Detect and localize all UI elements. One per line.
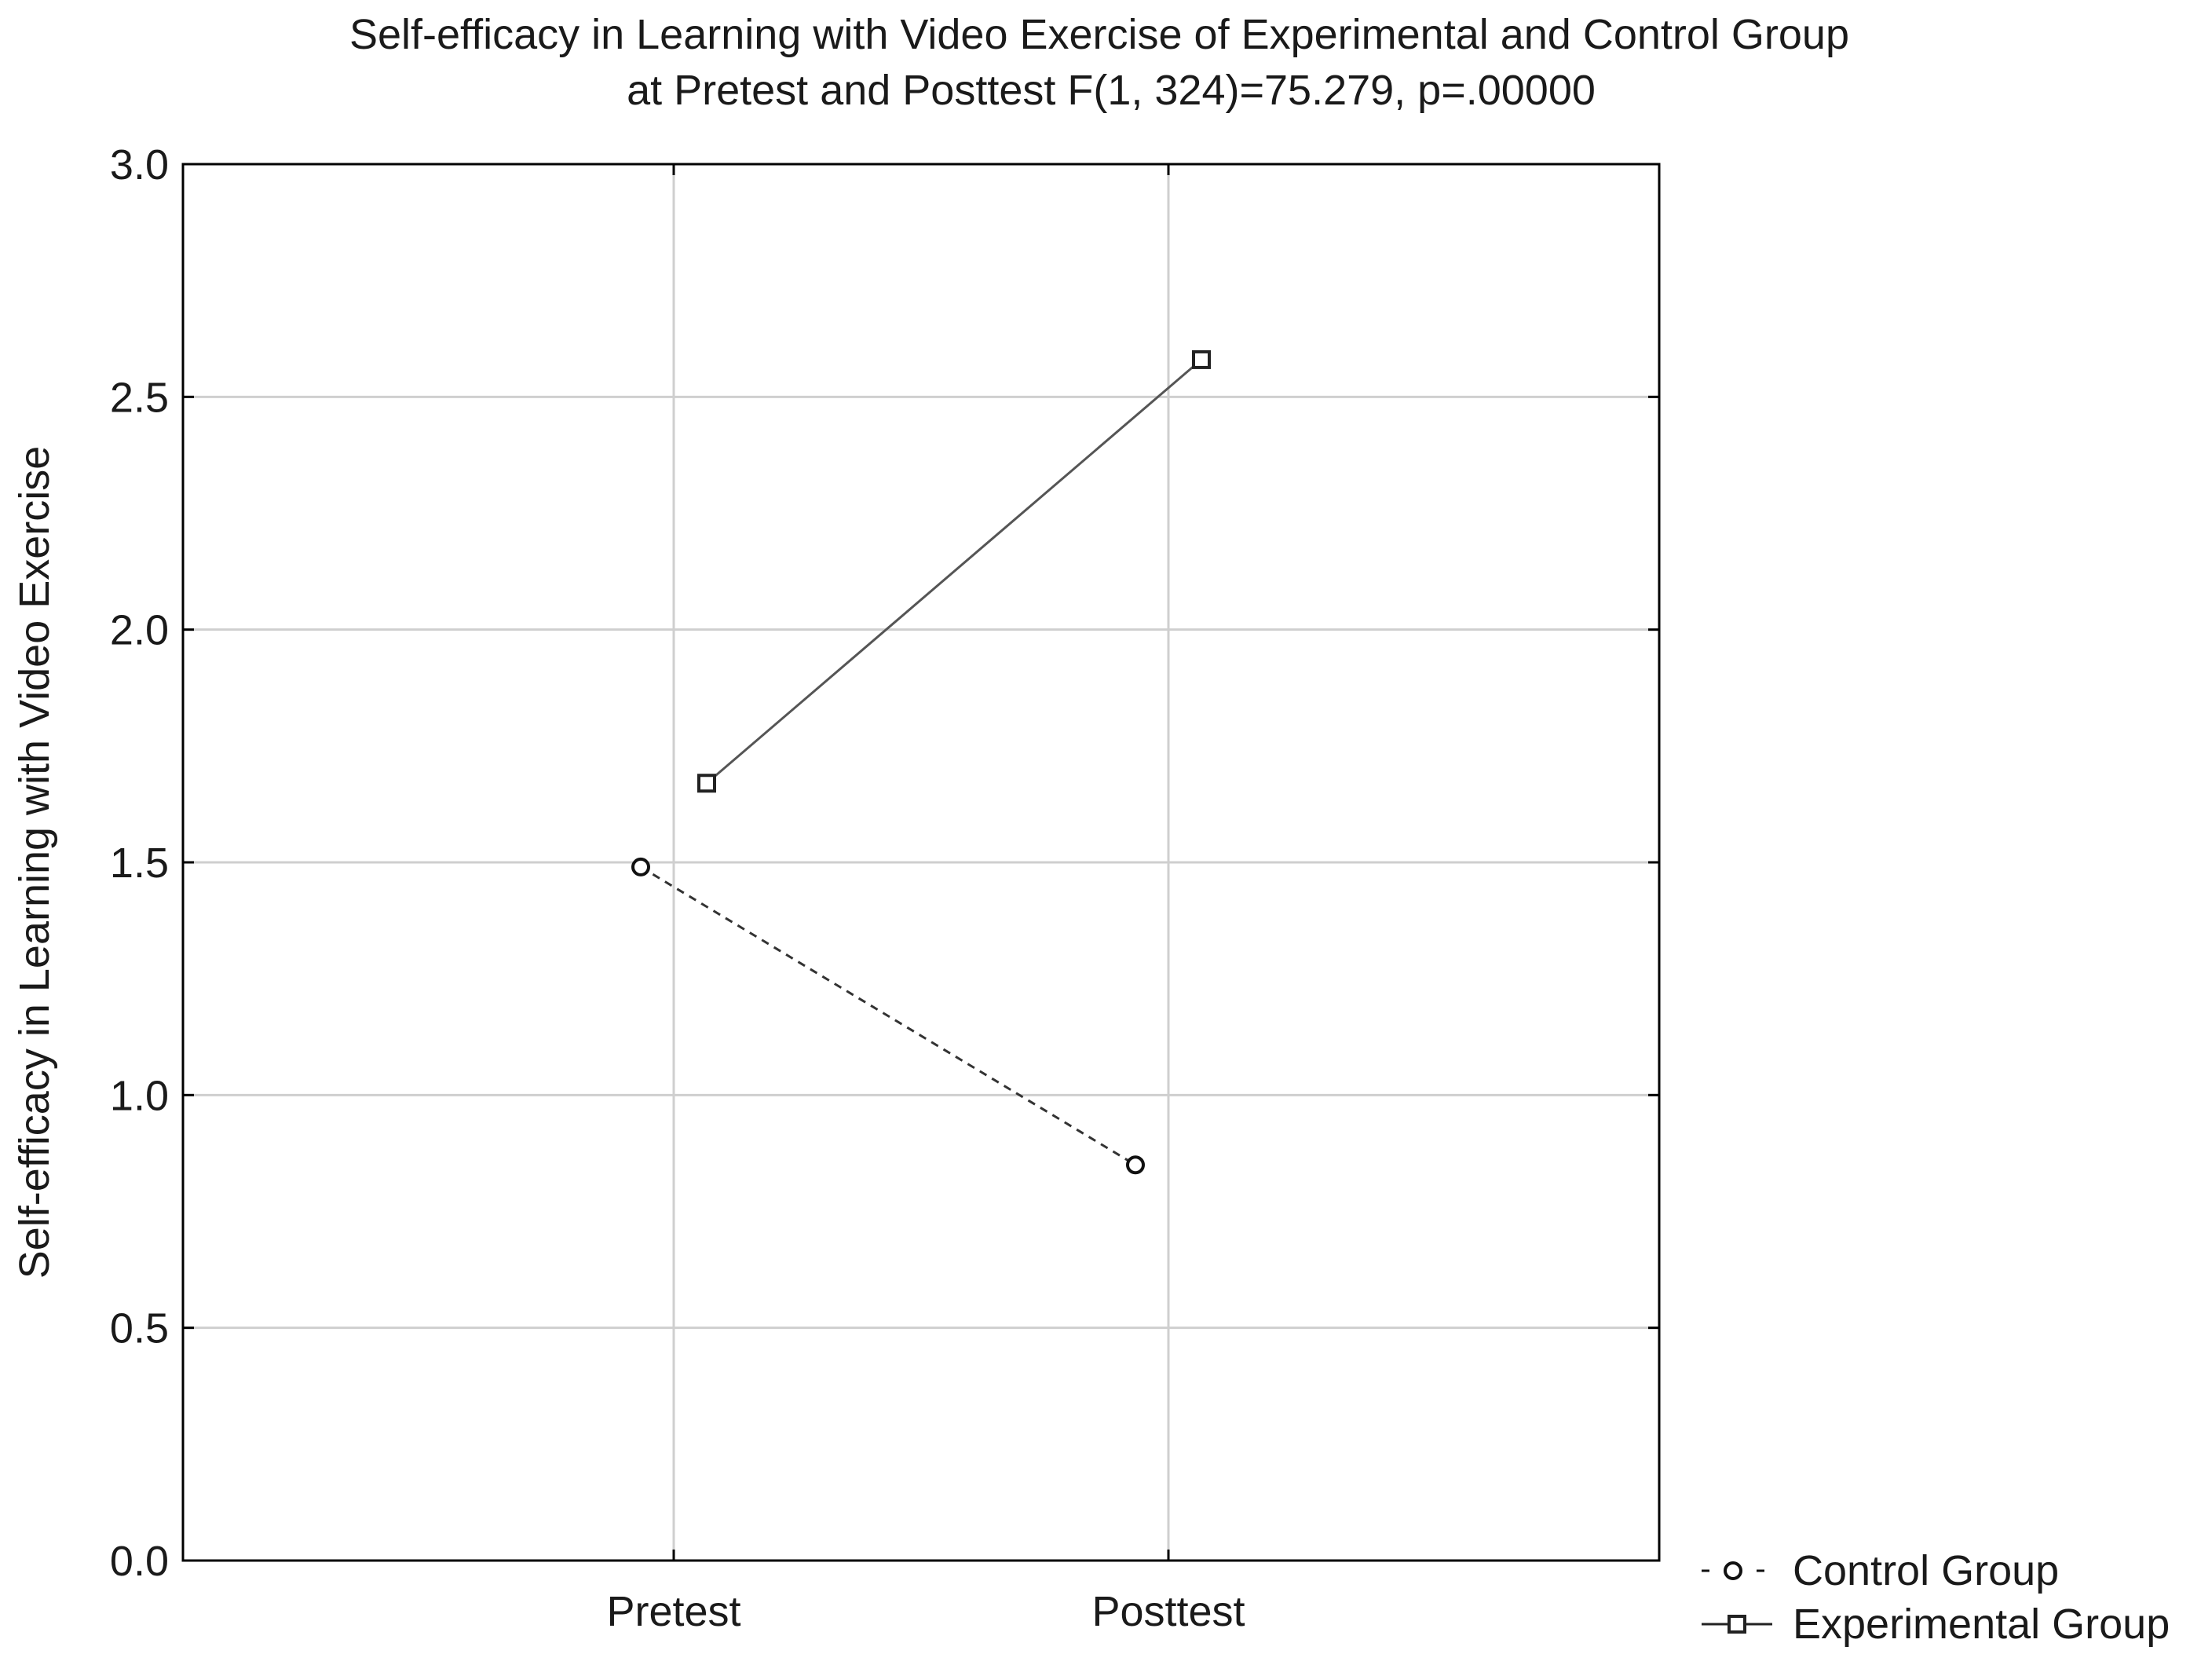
grid-layer: [183, 164, 1659, 1561]
y-axis-label: Self-efficacy in Learning with Video Exe…: [11, 446, 58, 1279]
series-line-experimental-group: [706, 358, 1202, 785]
y-tick-label: 3.0: [110, 141, 169, 188]
series-layer: [631, 349, 1211, 1175]
y-tick-label: 0.5: [110, 1305, 169, 1352]
y-tick-label: 2.0: [110, 607, 169, 654]
series-line-control-group: [640, 865, 1136, 1166]
legend-marker-control-group: [1724, 1561, 1742, 1580]
y-tick-label: 1.5: [110, 840, 169, 887]
y-axis: 0.0 0.5 1.0 1.5 2.0 2.5 3.0: [110, 141, 1659, 1585]
legend: Control Group Experimental Group: [1702, 1547, 2170, 1648]
x-tick-label: Pretest: [606, 1588, 740, 1635]
x-tick-label: Posttest: [1091, 1588, 1245, 1635]
y-tick-label: 2.5: [110, 374, 169, 421]
data-point-control-group: [631, 857, 650, 876]
chart-subtitle: at Pretest and Posttest F(1, 324)=75.279…: [627, 67, 1596, 114]
legend-marker-experimental-group: [1728, 1615, 1746, 1634]
y-tick-label: 1.0: [110, 1072, 169, 1119]
legend-label-experimental-group: Experimental Group: [1793, 1601, 2170, 1648]
x-axis: Pretest Posttest: [606, 164, 1245, 1635]
data-point-control-group: [1126, 1155, 1145, 1175]
data-point-experimental-group: [1192, 349, 1211, 369]
y-tick-label: 0.0: [110, 1538, 169, 1585]
chart-title: Self-efficacy in Learning with Video Exe…: [349, 11, 1849, 58]
legend-label-control-group: Control Group: [1793, 1547, 2059, 1594]
data-point-experimental-group: [697, 774, 716, 793]
